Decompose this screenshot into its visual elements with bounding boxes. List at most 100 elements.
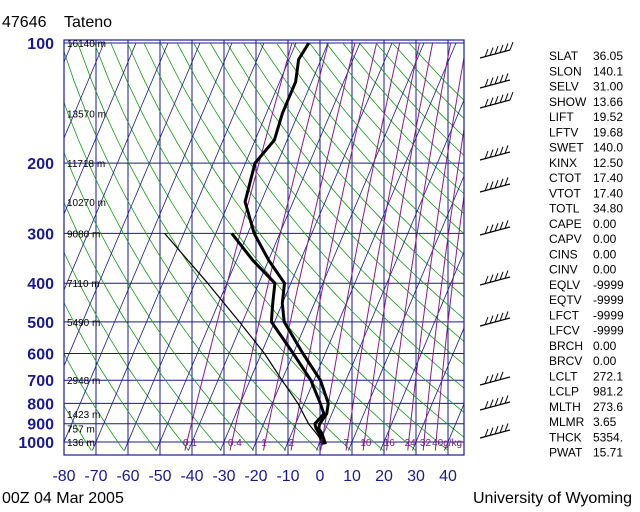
index-name: LCLT [549,369,578,383]
wind-barb-flag [494,148,499,157]
index-value: -9999 [593,278,624,292]
index-name: TOTL [549,202,580,216]
index-value: 981.2 [593,385,623,399]
wind-barb-flag [494,223,499,232]
pressure-tick-label: 900 [27,417,54,434]
wind-barb-flag [484,98,489,108]
wind-barb-flag [499,178,504,187]
height-label: 11718 m [67,159,105,170]
wind-barb-flag [489,181,494,190]
dewpoint-profile [230,232,326,446]
temperature-tick-label: 10 [343,468,361,485]
wind-barb-flag [489,274,494,283]
index-value: 12.50 [593,156,623,170]
wind-barb-flag [494,96,499,105]
index-name: KINX [549,156,577,170]
wind-barb-flag [484,150,489,160]
index-value: 17.40 [593,186,623,200]
wind-barb-flag [494,314,499,323]
pressure-tick-label: 600 [27,347,54,364]
station-name: Tateno [64,14,112,31]
mixing-ratio-label: 4 [318,438,324,449]
index-name: LIFT [549,110,574,124]
temperature-tick-label: -70 [84,468,107,485]
wind-barb [479,177,511,193]
wind-barb [479,270,511,286]
temperature-axis-labels: -80 -70 -60 -50 -40 -30 -20 -10 0 10 20 30 40 [52,468,457,485]
dry-adiabat-line [110,42,417,451]
wind-barb [479,395,511,411]
index-name: SLON [549,64,582,78]
index-value: 140.0 [593,141,623,155]
dry-adiabat-line [127,42,449,451]
wind-barb-flag [494,426,499,435]
isotherm-line [348,174,464,451]
mixing-ratio-label: 32 [420,438,432,449]
wind-barb-flag [489,427,494,436]
dry-adiabat-line [209,42,464,342]
index-value: 0.00 [593,247,617,261]
dry-adiabat-line [160,42,464,413]
index-name: EQTV [549,293,582,307]
mixing-ratio-line [434,192,464,451]
wind-barb-flag [489,97,494,106]
temperature-tick-label: -20 [244,468,267,485]
time-label: 00Z 04 Mar 2005 [2,490,124,507]
index-name: LFCT [549,308,580,322]
isotherm-line [0,43,8,451]
wind-barb-flag [504,93,509,102]
wind-barb-flag [499,396,504,405]
wind-barb-flag [484,225,489,235]
mixing-ratio-label: 24 [405,438,417,449]
dry-adiabat-line [226,42,464,320]
height-labels: 16140 m 13570 m 11718 m 10270 m 9080 m 7110 m… [67,39,106,449]
isotherm-line [64,42,169,292]
wind-barb-flag [484,316,489,326]
height-label: 13570 m [67,109,106,120]
mixing-ratio-label: 0.4 [228,438,242,449]
wind-barb-flag [489,224,494,233]
index-name: MLMR [549,415,585,429]
mixing-ratio-line [407,54,464,451]
wind-barb-flag [504,43,509,52]
index-value: -9999 [593,293,624,307]
index-name: EQLV [549,278,580,292]
wind-barb [479,371,511,386]
isotherm-line [412,326,464,451]
height-label: 16140 m [67,39,106,50]
dry-adiabat-line [64,151,254,451]
pressure-tick-label: 700 [27,373,54,390]
dry-adiabat-line [64,301,157,451]
index-value: 0.00 [593,263,617,277]
index-value: 17.40 [593,171,623,185]
dry-adiabat-line [64,101,287,451]
wind-barb [479,311,511,327]
mixing-ratio-line [422,126,464,451]
skewed-isotherms [0,42,464,451]
index-name: CTOT [549,171,582,185]
wind-barb-flag [484,428,489,438]
plot-area [0,39,465,456]
pressure-tick-label: 800 [27,396,54,413]
wind-barb [479,91,514,109]
wind-barb-flag [509,41,514,51]
wind-barb [479,41,514,59]
wind-barb-flag [504,220,509,229]
mixing-ratio-line [345,42,420,451]
isotherm-line [64,42,137,216]
pressure-tick-label: 100 [27,36,54,53]
wind-barb-flag [499,74,504,83]
wind-barb-flag [494,76,499,85]
index-name: SHOW [549,95,587,109]
index-value: 19.52 [593,110,623,124]
index-value: 19.68 [593,125,623,139]
wind-barb-flag [509,91,514,101]
isotherm-line [124,42,297,451]
wind-barb-flag [499,424,504,433]
dry-adiabat-line [259,42,464,276]
index-value: 31.00 [593,80,623,94]
wind-barbs [479,41,514,439]
isotherm-line [64,42,233,443]
wind-barb-flag [499,44,504,53]
temperature-tick-label: -40 [180,468,203,485]
